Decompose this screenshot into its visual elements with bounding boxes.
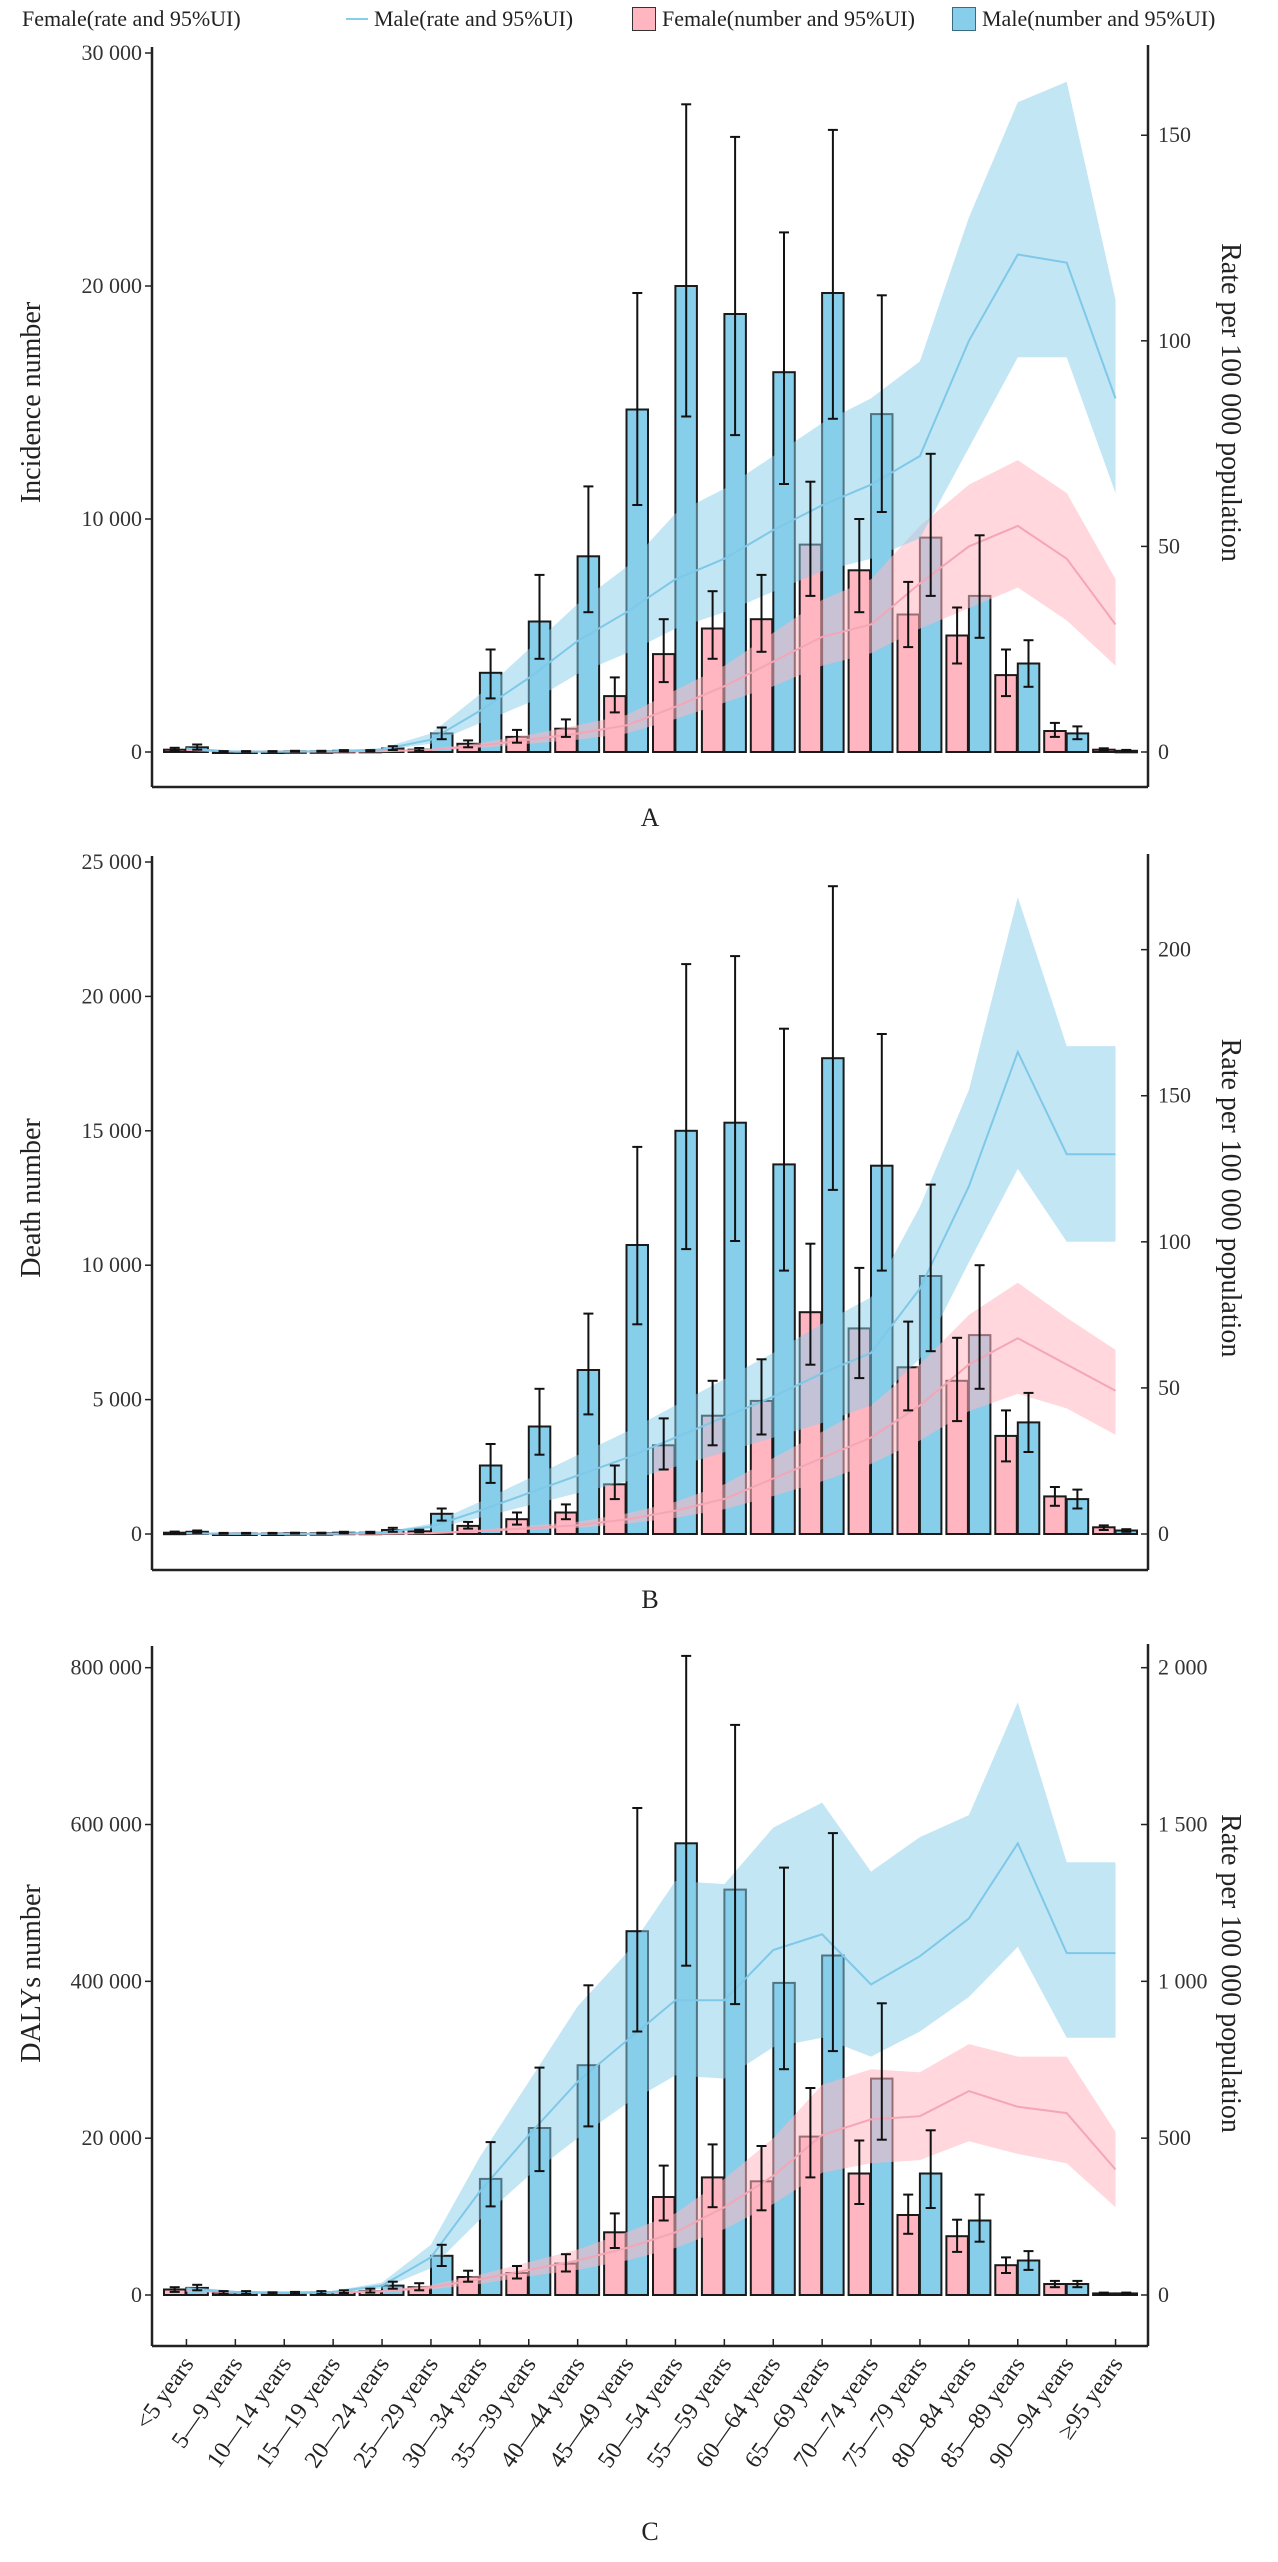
legend-male-number: Male(number and 95%UI) <box>952 6 1215 32</box>
y-tick-label-left: 0 <box>131 2282 142 2307</box>
y-tick-label-right: 500 <box>1158 2125 1191 2150</box>
legend-female-rate: Female(rate and 95%UI) <box>22 6 241 32</box>
legend-female-rate-label: Female(rate and 95%UI) <box>22 6 241 31</box>
y-axis-title-left: DALYs number <box>16 1884 47 2063</box>
y-axis-title-left: Incidence number <box>16 301 47 503</box>
y-tick-label-left: 15 000 <box>82 1118 143 1143</box>
female-rate-band <box>186 2044 1116 2294</box>
y-tick-label-left: 30 000 <box>82 40 143 65</box>
y-tick-label-left: 800 000 <box>71 1655 143 1680</box>
y-tick-label-right: 100 <box>1158 1229 1191 1254</box>
y-tick-label-right: 200 <box>1158 937 1191 962</box>
y-tick-label-right: 50 <box>1158 533 1180 558</box>
y-tick-label-left: 10 000 <box>82 506 143 531</box>
y-tick-label-right: 2 000 <box>1158 1655 1208 1680</box>
male-rate-band <box>186 1702 1116 2294</box>
y-tick-label-left: 400 000 <box>71 1968 143 1993</box>
y-tick-label-left: 0 <box>131 1521 142 1546</box>
y-tick-label-left: 10 000 <box>82 1252 143 1277</box>
legend-male-rate: Male(rate and 95%UI) <box>346 6 573 32</box>
y-tick-label-right: 150 <box>1158 1083 1191 1108</box>
panel-b: 0 5 000 10 000 15 000 20 000 25 000 0 50 100 150 2… <box>16 849 1246 1614</box>
legend-male-rate-label: Male(rate and 95%UI) <box>374 6 574 31</box>
y-tick-label-left: 20 000 <box>82 273 143 298</box>
legend-female-number: Female(number and 95%UI) <box>632 6 915 32</box>
legend-male-number-label: Male(number and 95%UI) <box>982 6 1216 31</box>
panel-label-c: C <box>641 2517 658 2546</box>
panel-a: 0 10 000 20 000 30 000 0 50 100 150 Incidence nu… <box>16 40 1246 832</box>
y-axis-title-right: Rate per 100 000 population <box>1215 243 1246 562</box>
male-rate-band <box>186 897 1116 1534</box>
y-tick-label-right: 1 000 <box>1158 1968 1208 1993</box>
panel-label-b: B <box>641 1585 658 1614</box>
male-rate-line-swatch <box>346 18 368 20</box>
panel-c: 0 20 000 400 000 600 000 800 000 0 500 1 000 1 5… <box>16 1644 1246 2546</box>
y-tick-label-right: 100 <box>1158 328 1191 353</box>
y-tick-label-left: 20 000 <box>82 2125 143 2150</box>
y-tick-label-left: 25 000 <box>82 849 143 874</box>
legend-female-number-label: Female(number and 95%UI) <box>662 6 915 31</box>
y-axis-title-right: Rate per 100 000 population <box>1215 1039 1246 1358</box>
female-rate-band <box>186 1282 1116 1534</box>
y-tick-label-right: 0 <box>1158 739 1169 764</box>
female-bar-swatch <box>632 7 656 31</box>
y-tick-label-right: 150 <box>1158 122 1191 147</box>
male-rate-band <box>186 81 1116 752</box>
y-tick-label-left: 20 000 <box>82 983 143 1008</box>
legend: Female(rate and 95%UI) Male(rate and 95%… <box>0 0 1278 44</box>
y-axis-title-right: Rate per 100 000 population <box>1215 1814 1246 2133</box>
y-tick-label-left: 0 <box>131 739 142 764</box>
y-tick-label-left: 5 000 <box>93 1387 143 1412</box>
male-bar-swatch <box>952 7 976 31</box>
y-tick-label-right: 1 500 <box>1158 1812 1208 1837</box>
y-axis-title-left: Death number <box>16 1118 47 1278</box>
y-tick-label-left: 600 000 <box>71 1812 143 1837</box>
y-tick-label-right: 0 <box>1158 1521 1169 1546</box>
panel-label-a: A <box>641 803 660 832</box>
y-tick-label-right: 0 <box>1158 2282 1169 2307</box>
y-tick-label-right: 50 <box>1158 1375 1180 1400</box>
female-rate-band <box>186 460 1116 752</box>
